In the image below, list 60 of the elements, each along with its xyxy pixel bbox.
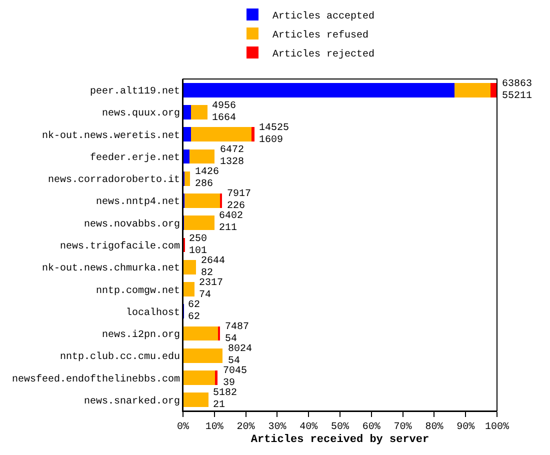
y-tick-label: news.corradoroberto.it (48, 174, 180, 186)
y-tick-label: nntp.comgw.net (96, 286, 180, 297)
annotation: 226 (227, 201, 246, 212)
annotation: 101 (189, 246, 208, 257)
annotation: 6472 (220, 145, 244, 156)
legend-label: Articles accepted (272, 10, 375, 22)
legend-label: Articles refused (272, 29, 369, 42)
annotation: 8024 (228, 344, 252, 355)
annotation: 2644 (201, 256, 226, 267)
y-tick-label: news.snarked.org (84, 395, 180, 408)
x-tick-label: 80% (425, 422, 444, 433)
x-tick-label: 10% (205, 422, 224, 433)
annotation: 6402 (219, 211, 244, 222)
x-tick-label: 40% (300, 422, 318, 433)
annotation: 250 (189, 234, 208, 245)
annotation: 7045 (223, 366, 248, 377)
annotation: 1609 (259, 135, 284, 146)
y-tick-label: newsfeed.endofthelinebbs.com (12, 373, 180, 386)
x-tick-label: 0% (176, 422, 190, 433)
y-tick-label: feeder.erje.net (90, 152, 180, 164)
annotation: 1328 (220, 157, 244, 168)
annotation: 55211 (502, 91, 532, 102)
y-tick-label: news.novabbs.org (84, 218, 180, 230)
annotation: 286 (195, 179, 214, 190)
annotation: 7917 (227, 189, 252, 200)
annotation: 21 (213, 400, 226, 411)
y-tick-label: peer.alt119.net (90, 86, 180, 98)
annotation: 82 (201, 268, 214, 279)
annotation: 39 (223, 378, 236, 389)
x-tick-label: 60% (362, 422, 380, 433)
annotation: 54 (228, 356, 240, 367)
y-tick-label: news.nntp4.net (96, 197, 180, 208)
x-tick-label: 20% (236, 422, 255, 433)
y-tick-label: news.trigofacile.com (60, 240, 180, 252)
x-tick-label: 90% (456, 422, 475, 433)
y-tick-label: news.i2pn.org (102, 329, 180, 342)
annotation: 1426 (195, 167, 220, 178)
annotation: 54 (225, 334, 238, 345)
annotation: 211 (219, 223, 238, 234)
legend-label: Articles rejected (272, 48, 375, 60)
x-axis-title: Articles received by server (250, 434, 430, 446)
y-tick-label: nntp.club.cc.cmu.edu (60, 351, 180, 364)
annotation: 62 (188, 312, 200, 323)
x-tick-label: 50% (330, 422, 350, 433)
annotation: 7487 (225, 322, 250, 333)
y-tick-label: nk-out.news.chmurka.net (42, 262, 180, 275)
annotation: 62 (188, 300, 200, 311)
x-tick-label: 30% (268, 422, 286, 433)
y-tick-label: localhost (126, 306, 180, 319)
x-tick-label: 70% (394, 422, 412, 433)
annotation: 4956 (212, 101, 236, 112)
annotation: 63863 (502, 79, 532, 90)
x-tick-label: 100% (484, 422, 510, 433)
annotation: 1664 (212, 113, 236, 124)
annotation: 5182 (213, 388, 238, 399)
annotation: 14525 (259, 123, 290, 134)
annotation: 74 (199, 290, 212, 301)
annotation: 2317 (199, 278, 224, 289)
y-tick-label: nk-out.news.weretis.net (42, 130, 180, 142)
y-tick-label: news.quux.org (102, 108, 180, 120)
